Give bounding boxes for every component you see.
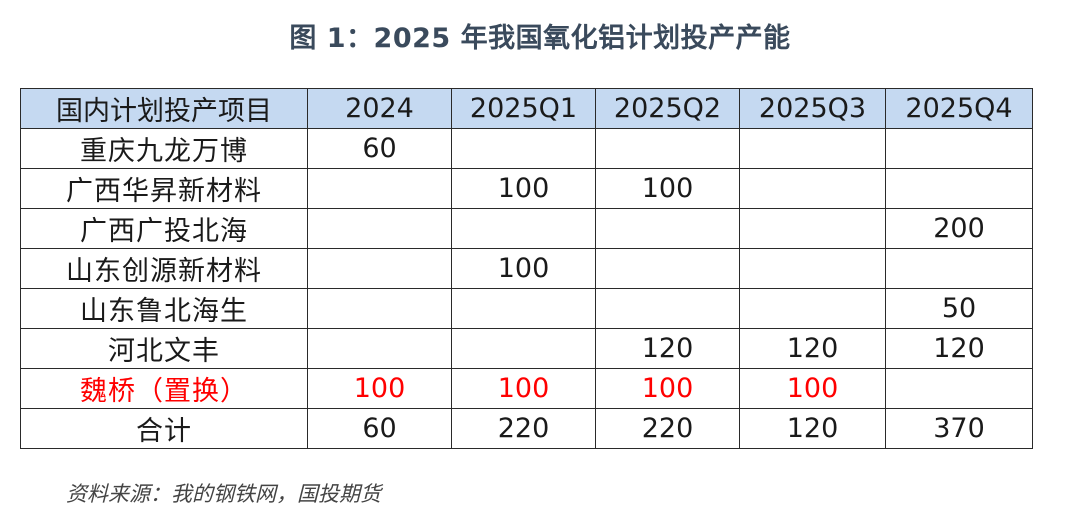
header-2025q4: 2025Q4 — [885, 88, 1033, 129]
table-row-weiqiao: 魏桥（置换） 100 100 100 100 — [20, 368, 1033, 409]
table-row: 河北文丰 120 120 120 — [20, 328, 1033, 369]
value-cell — [451, 128, 596, 169]
project-name: 广西华昇新材料 — [20, 168, 308, 209]
value-cell: 120 — [595, 328, 740, 369]
value-cell: 120 — [739, 328, 886, 369]
value-cell: 100 — [595, 368, 740, 409]
total-cell: 120 — [739, 408, 886, 449]
value-cell: 100 — [307, 368, 452, 409]
value-cell — [307, 288, 452, 329]
value-cell — [739, 248, 886, 289]
value-cell: 100 — [451, 168, 596, 209]
total-cell: 220 — [595, 408, 740, 449]
header-2025q3: 2025Q3 — [739, 88, 886, 129]
figure-title: 图 1：2025 年我国氧化铝计划投产产能 — [289, 23, 791, 54]
value-cell: 60 — [307, 128, 452, 169]
table-row: 山东鲁北海生 50 — [20, 288, 1033, 329]
project-name: 魏桥（置换） — [20, 368, 308, 409]
value-cell — [595, 248, 740, 289]
project-name: 山东创源新材料 — [20, 248, 308, 289]
table-row: 广西华昇新材料 100 100 — [20, 168, 1033, 209]
value-cell: 100 — [595, 168, 740, 209]
value-cell — [307, 168, 452, 209]
value-cell: 200 — [885, 208, 1033, 249]
table-row: 山东创源新材料 100 — [20, 248, 1033, 289]
value-cell — [451, 328, 596, 369]
value-cell: 100 — [739, 368, 886, 409]
value-cell — [739, 208, 886, 249]
value-cell — [595, 128, 740, 169]
total-cell: 220 — [451, 408, 596, 449]
table-row-total: 合计 60 220 220 120 370 — [20, 408, 1033, 449]
table-row: 重庆九龙万博 60 — [20, 128, 1033, 169]
value-cell — [451, 288, 596, 329]
project-name: 山东鲁北海生 — [20, 288, 308, 329]
value-cell — [451, 208, 596, 249]
header-2024: 2024 — [307, 88, 452, 129]
total-label: 合计 — [20, 408, 308, 449]
value-cell — [885, 128, 1033, 169]
value-cell — [885, 168, 1033, 209]
total-cell: 60 — [307, 408, 452, 449]
value-cell — [739, 128, 886, 169]
header-project: 国内计划投产项目 — [20, 88, 308, 129]
value-cell — [885, 248, 1033, 289]
value-cell — [307, 208, 452, 249]
project-name: 河北文丰 — [20, 328, 308, 369]
table-header-row: 国内计划投产项目 2024 2025Q1 2025Q2 2025Q3 2025Q… — [20, 88, 1033, 129]
project-name: 广西广投北海 — [20, 208, 308, 249]
value-cell — [307, 328, 452, 369]
header-2025q2: 2025Q2 — [595, 88, 740, 129]
value-cell: 100 — [451, 368, 596, 409]
value-cell: 50 — [885, 288, 1033, 329]
source-note: 资料来源：我的钢铁网，国投期货 — [66, 482, 381, 506]
value-cell — [595, 288, 740, 329]
header-2025q1: 2025Q1 — [451, 88, 596, 129]
value-cell — [739, 168, 886, 209]
value-cell: 100 — [451, 248, 596, 289]
value-cell — [307, 248, 452, 289]
value-cell — [595, 208, 740, 249]
project-name: 重庆九龙万博 — [20, 128, 308, 169]
capacity-table: 国内计划投产项目 2024 2025Q1 2025Q2 2025Q3 2025Q… — [20, 88, 1033, 449]
total-cell: 370 — [885, 408, 1033, 449]
value-cell — [739, 288, 886, 329]
value-cell: 120 — [885, 328, 1033, 369]
value-cell — [885, 368, 1033, 409]
table-row: 广西广投北海 200 — [20, 208, 1033, 249]
